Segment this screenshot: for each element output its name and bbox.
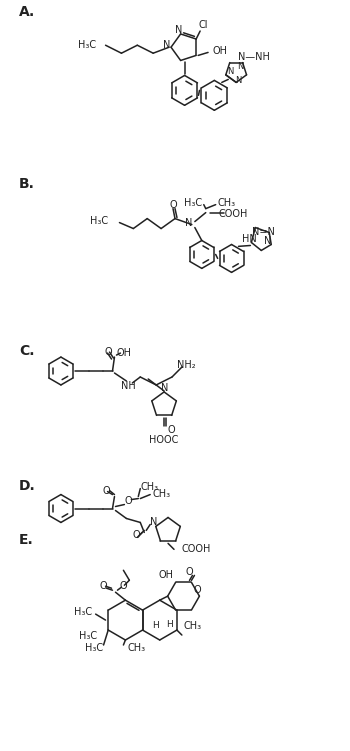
Text: H₃C: H₃C	[74, 607, 92, 617]
Text: OH: OH	[158, 570, 173, 581]
Text: CH₃: CH₃	[152, 489, 170, 499]
Text: N=N: N=N	[252, 227, 275, 237]
Text: O: O	[105, 347, 112, 357]
Text: N: N	[235, 76, 242, 85]
Text: A.: A.	[19, 5, 35, 20]
Text: H₃C: H₃C	[79, 631, 98, 641]
Text: NH: NH	[121, 381, 136, 391]
Text: N: N	[163, 41, 171, 50]
Text: O: O	[103, 486, 110, 496]
Text: CH₃: CH₃	[127, 643, 146, 653]
Text: N: N	[237, 62, 243, 71]
Text: N: N	[175, 25, 182, 35]
Text: D.: D.	[19, 478, 36, 493]
Text: E.: E.	[19, 533, 34, 547]
Text: H: H	[152, 620, 159, 629]
Text: COOH: COOH	[219, 209, 248, 219]
Text: H₃C: H₃C	[85, 643, 104, 653]
Text: OH: OH	[117, 348, 132, 358]
Text: H₃C: H₃C	[90, 216, 108, 225]
Text: O: O	[194, 585, 201, 596]
Text: B.: B.	[19, 176, 35, 191]
Text: HN: HN	[242, 234, 257, 243]
Text: N: N	[227, 67, 233, 76]
Text: H: H	[166, 620, 173, 629]
Text: N: N	[161, 383, 169, 393]
Text: CH₃: CH₃	[183, 621, 202, 631]
Text: H₃C: H₃C	[184, 198, 202, 207]
Text: CH₃: CH₃	[140, 481, 159, 492]
Text: COOH: COOH	[182, 544, 211, 554]
Text: O: O	[120, 581, 127, 591]
Text: H₃C: H₃C	[77, 41, 96, 50]
Text: CH₃: CH₃	[218, 198, 236, 207]
Text: N—NH: N—NH	[238, 53, 270, 62]
Text: NH₂: NH₂	[177, 360, 195, 370]
Text: O: O	[125, 496, 132, 505]
Text: C.: C.	[19, 344, 35, 358]
Text: N: N	[264, 236, 271, 246]
Text: O: O	[100, 581, 107, 591]
Text: OH: OH	[212, 47, 228, 56]
Text: N: N	[150, 517, 158, 527]
Text: O: O	[169, 200, 177, 210]
Text: N: N	[185, 218, 192, 228]
Text: Cl: Cl	[198, 20, 208, 30]
Text: O: O	[133, 530, 140, 541]
Text: O: O	[167, 425, 175, 435]
Text: HOOC: HOOC	[149, 435, 179, 445]
Text: O: O	[186, 567, 193, 578]
